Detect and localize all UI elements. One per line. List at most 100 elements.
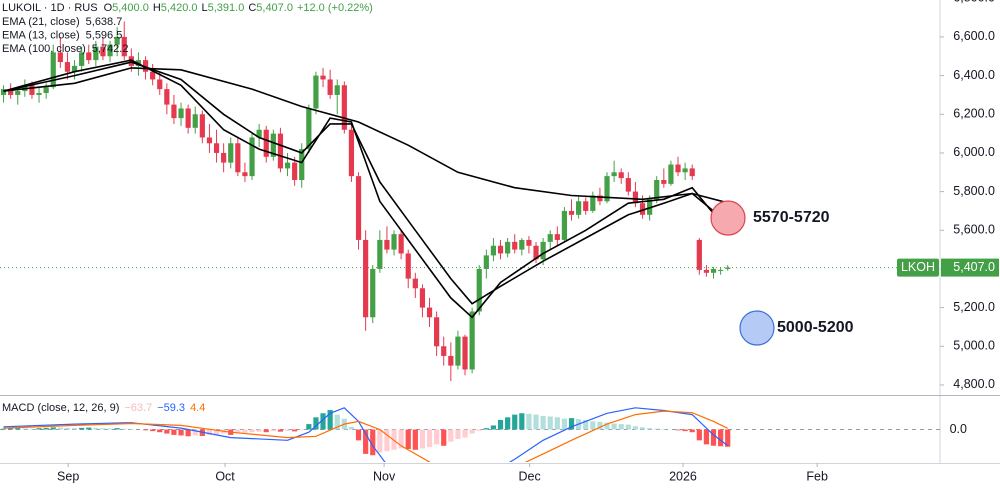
histogram-bar [639, 427, 646, 430]
candle-body [327, 79, 333, 95]
candle-body [639, 203, 646, 215]
axes: 4,800.0 5,000.0 5,200.0 5,400.0 5,600.0 5,800… [57, 0, 999, 483]
candle-body [277, 133, 284, 169]
x-tick-label: Oct [215, 469, 235, 483]
candle-body [434, 317, 440, 347]
macd-title: MACD (close, 12, 26, 9) [2, 402, 119, 414]
candle-body [263, 129, 269, 157]
candle-body [142, 60, 149, 72]
histogram-bar [15, 428, 21, 430]
candle-body [377, 239, 383, 269]
candle-body [8, 89, 14, 95]
histogram-bar [455, 429, 461, 439]
y-tick-label: 6,000.0 [953, 145, 995, 159]
candle-body [576, 201, 582, 215]
candle-body [71, 65, 78, 72]
candle-body [114, 36, 120, 45]
histogram-bar [164, 429, 170, 434]
ohlc-value: 5,391.0 [208, 2, 245, 14]
candle-body [171, 104, 177, 119]
candle-body [505, 241, 511, 254]
histogram-bar [568, 418, 575, 430]
annotations: 5570-5720 5000-5200 [710, 200, 854, 346]
y-tick-label: 5,800.0 [953, 184, 995, 198]
histogram-bar [703, 429, 710, 445]
price-pane [0, 21, 940, 382]
ema-value: 5,742.2 [92, 43, 129, 55]
histogram-bar [256, 429, 262, 432]
candle-body [43, 87, 49, 93]
histogram-bar [313, 417, 319, 430]
histogram-bar [604, 422, 610, 430]
candle-body [625, 178, 631, 192]
y-tick-label: 6,600.0 [953, 29, 995, 43]
candle-body [632, 191, 639, 204]
macd-legend: MACD (close, 12, 26, 9) −63.7 −59.3 4.4 [2, 402, 205, 414]
ohlc-value: 5,420.0 [161, 2, 198, 14]
candle-body [561, 210, 568, 240]
y-tick-label: 5,000.0 [953, 339, 995, 353]
histogram-bar [334, 414, 340, 430]
histogram-bar [93, 427, 99, 430]
ema-name: EMA (21, close) [2, 16, 80, 28]
symbol-tag-label: LKOH [901, 260, 935, 274]
candle-body [320, 75, 326, 80]
candle-body [618, 172, 624, 179]
symbol-tag [897, 258, 939, 277]
histogram-bar [647, 428, 653, 430]
candle-body [540, 241, 546, 260]
histogram-bar [128, 428, 134, 430]
histogram-bar [590, 421, 596, 430]
histogram-bar [249, 429, 255, 433]
histogram-bar [107, 428, 113, 430]
candle-body [57, 52, 63, 63]
histogram-bar [554, 417, 560, 430]
candle-body [718, 269, 724, 271]
histogram-bar [632, 426, 639, 430]
histogram-bar [725, 429, 731, 447]
ema-line [3, 61, 729, 305]
candle-body [249, 137, 255, 177]
symbol-title: LUKOIL · 1D · RUS [2, 2, 98, 14]
histogram-bar [86, 427, 92, 430]
y-tick-label: 5,600.0 [953, 223, 995, 237]
candle-body [533, 245, 539, 260]
candle-body [292, 162, 298, 181]
candle-body [284, 162, 291, 169]
macd-value: 4.4 [190, 402, 205, 414]
candle-body [107, 44, 113, 57]
histogram-bar [710, 429, 717, 446]
candle-body [206, 137, 213, 144]
macd-value: −59.3 [157, 402, 185, 414]
candle-body [419, 288, 426, 308]
ema-line [3, 59, 729, 319]
candle-body [483, 255, 489, 269]
candle-body [242, 172, 248, 177]
candle-body [256, 129, 262, 138]
candle-body [192, 114, 198, 128]
histogram-bar [0, 428, 7, 430]
candle-body [661, 180, 667, 184]
histogram-bar [270, 429, 276, 432]
candle-body [100, 46, 106, 57]
ohlc-key: O [104, 2, 113, 14]
candle-body [15, 91, 21, 95]
candle-body [611, 172, 617, 177]
candle-body [604, 176, 610, 202]
candle-body [235, 143, 241, 173]
histogram-bar [583, 420, 589, 430]
histogram-bar [561, 418, 568, 430]
candle-body [185, 108, 191, 128]
histogram-bar [405, 429, 411, 449]
histogram-bar [597, 421, 603, 430]
candle-body [228, 143, 234, 163]
histogram-bar [299, 429, 305, 431]
candle-body [79, 52, 85, 66]
candle-body [696, 239, 702, 270]
candle-body [363, 239, 369, 318]
candle-body [121, 36, 127, 57]
histogram-bar [306, 424, 312, 430]
candle-body [398, 234, 404, 254]
candle-body [270, 133, 276, 157]
